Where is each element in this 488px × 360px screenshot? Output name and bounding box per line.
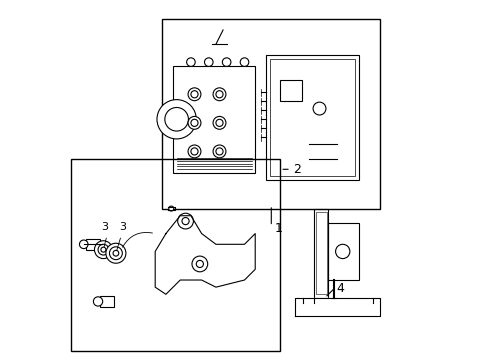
Bar [328, 223, 358, 280]
Bar [173, 66, 255, 173]
Text: 4: 4 [336, 283, 344, 296]
Circle shape [299, 303, 306, 310]
Text: 3: 3 [101, 222, 108, 232]
Circle shape [93, 297, 102, 306]
Circle shape [94, 241, 112, 258]
Circle shape [157, 100, 196, 139]
Circle shape [177, 213, 193, 229]
Bar [265, 55, 358, 180]
Circle shape [80, 240, 88, 249]
Circle shape [190, 119, 198, 126]
Circle shape [190, 91, 198, 98]
Circle shape [213, 116, 225, 129]
Circle shape [98, 244, 108, 255]
Circle shape [240, 58, 248, 66]
Circle shape [335, 244, 349, 258]
Text: 1: 1 [274, 222, 282, 235]
Bar [71, 158, 280, 351]
Circle shape [109, 247, 122, 260]
Text: 2: 2 [292, 163, 300, 176]
Bar [100, 296, 114, 307]
Bar [280, 80, 301, 102]
Bar [269, 59, 354, 176]
Circle shape [204, 58, 213, 66]
Circle shape [168, 206, 173, 211]
Bar [315, 212, 326, 294]
Circle shape [113, 250, 119, 256]
Circle shape [216, 119, 223, 126]
Circle shape [186, 58, 195, 66]
Circle shape [213, 88, 225, 101]
Circle shape [312, 102, 325, 115]
Circle shape [192, 256, 207, 272]
Circle shape [222, 58, 230, 66]
Circle shape [101, 247, 106, 252]
Circle shape [369, 303, 376, 310]
Bar [162, 19, 380, 208]
Circle shape [106, 243, 125, 263]
Circle shape [196, 260, 203, 267]
Bar [85, 239, 100, 249]
Circle shape [216, 148, 223, 155]
Circle shape [188, 145, 201, 158]
Text: 3: 3 [119, 222, 125, 232]
Circle shape [188, 116, 201, 129]
Circle shape [216, 91, 223, 98]
Circle shape [164, 108, 188, 131]
Circle shape [190, 148, 198, 155]
Polygon shape [294, 298, 380, 316]
Circle shape [188, 88, 201, 101]
Bar [313, 208, 328, 298]
Circle shape [213, 145, 225, 158]
Circle shape [310, 303, 317, 310]
Circle shape [182, 217, 189, 225]
